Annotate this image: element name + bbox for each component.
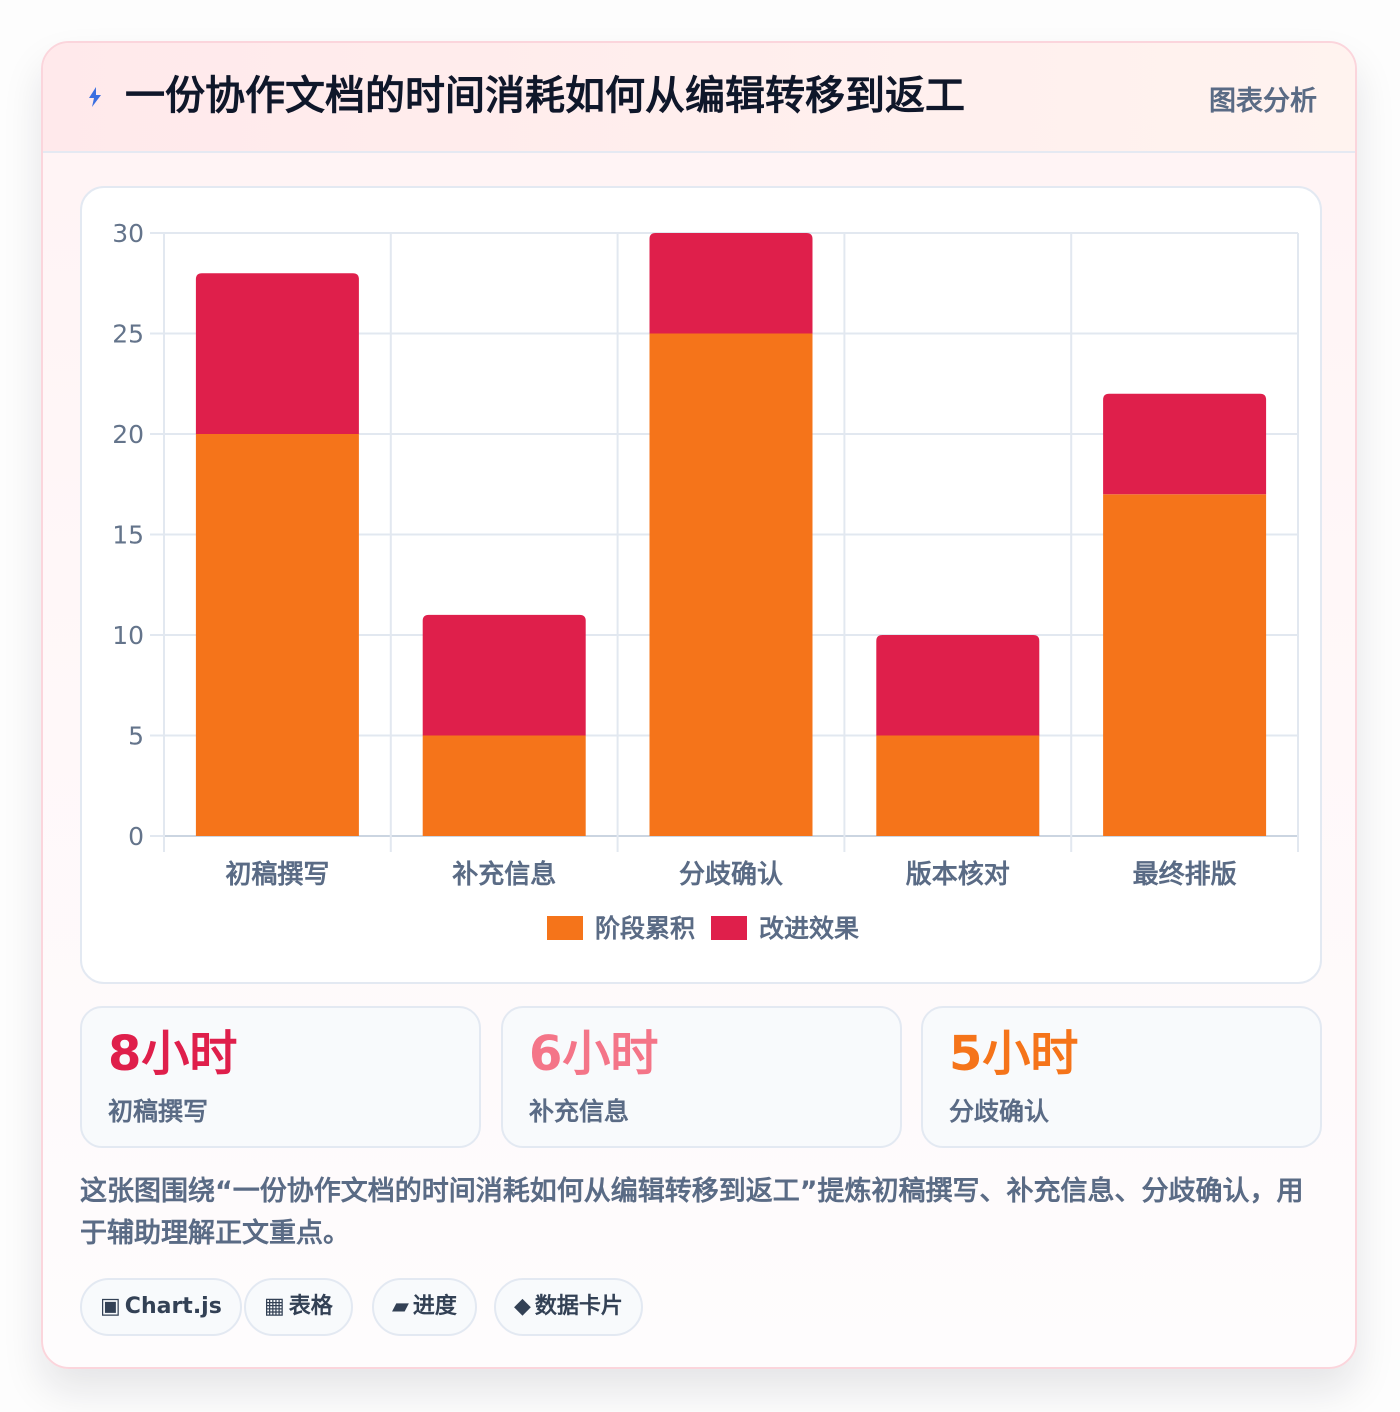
chip-label: 数据卡片 <box>534 1294 623 1319</box>
stat-value: 8小时 <box>108 1026 238 1082</box>
page-title: 一份协作文档的时间消耗如何从编辑转移到返工 <box>125 73 965 119</box>
chip-data-card[interactable]: ◆ 数据卡片 <box>494 1278 643 1336</box>
x-tick-label: 初稿撰写 <box>225 859 329 890</box>
stat-label: 分歧确认 <box>949 1097 1050 1126</box>
x-tick-label: 最终排版 <box>1133 859 1237 890</box>
lightning-icon <box>89 87 101 107</box>
bar-improve <box>876 635 1040 736</box>
legend-swatch <box>711 916 747 940</box>
x-tick-label: 分歧确认 <box>679 859 783 890</box>
bar-stage <box>649 333 813 836</box>
stat-label: 补充信息 <box>529 1097 630 1126</box>
legend-swatch <box>547 916 583 940</box>
stat-card-dispute: 5小时 分歧确认 <box>921 1006 1322 1148</box>
x-tick-label: 补充信息 <box>452 859 556 890</box>
y-tick-label: 30 <box>112 219 144 248</box>
y-tick-label: 5 <box>128 722 144 751</box>
bar-stage <box>876 735 1040 836</box>
chip-chartjs[interactable]: ▣ Chart.js <box>80 1278 242 1336</box>
y-tick-label: 25 <box>112 320 144 349</box>
chip-label: Chart.js <box>124 1294 222 1319</box>
bar-improve <box>195 273 359 434</box>
chip-table[interactable]: ▦ 表格 <box>244 1278 353 1336</box>
bar-stage <box>422 735 586 836</box>
bar-stage <box>195 434 359 836</box>
y-tick-label: 0 <box>128 822 144 851</box>
table-icon: ▦ <box>264 1294 285 1319</box>
stat-label: 初稿撰写 <box>108 1097 209 1126</box>
legend-label: 阶段累积 <box>595 914 695 943</box>
x-tick-label: 版本核对 <box>905 859 1010 890</box>
bar-stage <box>1103 494 1267 836</box>
diamond-icon: ◆ <box>514 1294 531 1319</box>
y-tick-label: 20 <box>112 420 144 449</box>
stat-card-draft: 8小时 初稿撰写 <box>80 1006 481 1148</box>
stat-value: 6小时 <box>529 1026 659 1082</box>
card-header: 一份协作文档的时间消耗如何从编辑转移到返工 图表分析 <box>43 43 1355 153</box>
stat-value: 5小时 <box>949 1026 1079 1082</box>
y-tick-label: 10 <box>112 621 144 650</box>
chart-analysis-tag: 图表分析 <box>1209 86 1317 117</box>
chip-progress[interactable]: ▰ 进度 <box>372 1278 477 1336</box>
bar-improve <box>649 233 813 334</box>
chart-card: 一份协作文档的时间消耗如何从编辑转移到返工 图表分析 0 5 10 15 20 25 30 初… <box>41 41 1357 1369</box>
chip-label: 进度 <box>412 1294 457 1319</box>
progress-icon: ▰ <box>392 1294 409 1319</box>
stat-cards: 8小时 初稿撰写 6小时 补充信息 5小时 分歧确认 <box>80 1006 1322 1148</box>
chart-panel: 0 5 10 15 20 25 30 初稿撰写 补充信息 分歧确认 版本核对 最终排版阶段累积 改进效果 <box>80 186 1322 984</box>
legend-label: 改进效果 <box>759 914 859 943</box>
y-tick-label: 15 <box>112 521 144 550</box>
bar-improve <box>1103 393 1267 495</box>
chart-description: 这张图围绕“一份协作文档的时间消耗如何从编辑转移到返工”提炼初稿撰写、补充信息、… <box>80 1176 1304 1249</box>
stat-card-supplement: 6小时 补充信息 <box>501 1006 902 1148</box>
chart-icon: ▣ <box>100 1294 121 1319</box>
bar-improve <box>422 614 586 736</box>
chip-label: 表格 <box>288 1294 333 1319</box>
